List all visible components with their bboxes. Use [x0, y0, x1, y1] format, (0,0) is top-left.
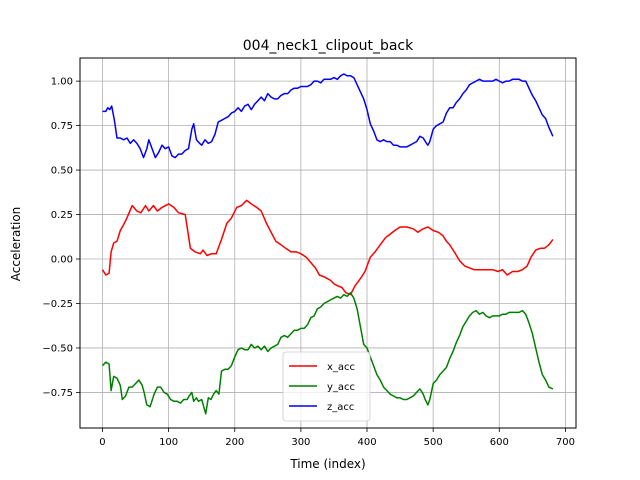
- x-tick-label: 500: [424, 437, 443, 448]
- legend-box: [282, 351, 371, 422]
- y-tick-label: 0.00: [51, 255, 73, 266]
- y-axis-ticks: −0.75 −0.50 −0.25 0.00 0.25 0.50 0.75 1.00: [42, 77, 80, 399]
- x-axis-label: Time (index): [289, 457, 365, 471]
- y-tick-label: −0.75: [42, 388, 73, 399]
- plot-frame: [79, 57, 577, 429]
- series-line-x-acc: [101, 199, 554, 296]
- y-tick-label: 0.75: [51, 121, 73, 132]
- grid-lines: [80, 58, 576, 428]
- chart-title: 004_neck1_clipout_back: [243, 38, 414, 54]
- legend: x_acc y_acc z_acc: [282, 351, 371, 422]
- series-group: [101, 73, 554, 415]
- x-tick-label: 300: [291, 437, 310, 448]
- y-tick-label: −0.50: [42, 343, 73, 354]
- x-tick-label: 400: [357, 437, 376, 448]
- legend-label: z_acc: [327, 402, 354, 413]
- x-tick-label: 700: [556, 437, 575, 448]
- y-tick-label: −0.25: [42, 299, 73, 310]
- legend-label: x_acc: [327, 362, 355, 373]
- y-axis-label: Acceleration: [9, 207, 23, 282]
- y-tick-label: 1.00: [51, 77, 73, 88]
- x-tick-label: 0: [99, 437, 105, 448]
- x-tick-label: 600: [490, 437, 509, 448]
- x-axis-ticks: 0 100 200 300 400 500 600 700: [99, 428, 575, 448]
- series-line-z-acc: [102, 73, 554, 159]
- x-tick-label: 100: [159, 437, 178, 448]
- x-tick-label: 200: [225, 437, 244, 448]
- series-line-y-acc: [101, 292, 554, 415]
- y-tick-label: 0.25: [51, 210, 73, 221]
- legend-label: y_acc: [327, 382, 355, 393]
- y-tick-label: 0.50: [51, 166, 73, 177]
